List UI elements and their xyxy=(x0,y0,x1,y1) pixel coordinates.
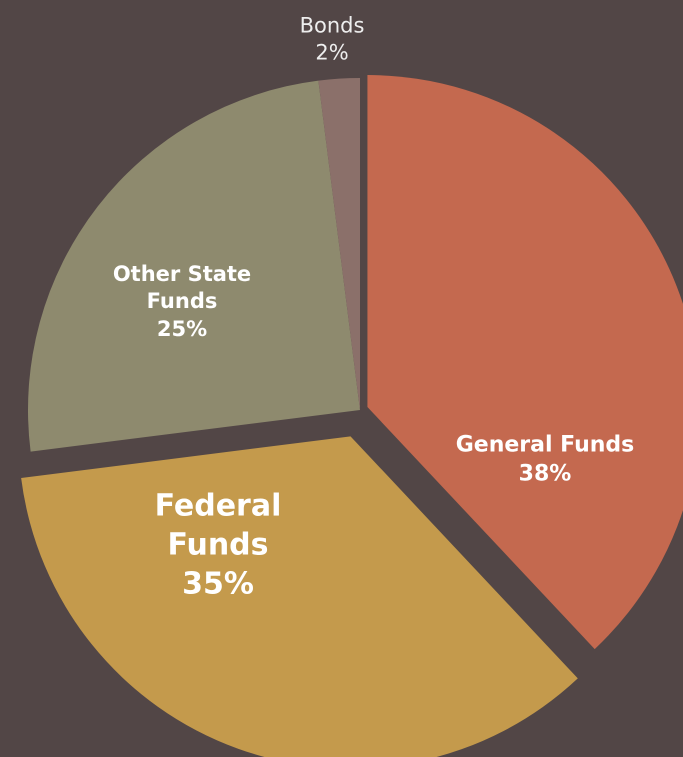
slice-label: Bonds 2% xyxy=(272,13,392,68)
pie-slice xyxy=(367,75,683,650)
pie-slice xyxy=(28,80,361,452)
slice-label: General Funds 38% xyxy=(425,431,665,488)
value-label: 2% xyxy=(315,41,349,65)
value-label: 35% xyxy=(182,566,254,602)
category-label: Federal Funds xyxy=(154,488,282,563)
pie-slice xyxy=(21,436,578,757)
value-label: 38% xyxy=(518,461,572,486)
category-label: General Funds xyxy=(455,432,635,458)
slice-label: Other State Funds 25% xyxy=(92,261,272,343)
category-label: Other State Funds xyxy=(112,262,252,314)
slice-label: Federal Funds 35% xyxy=(143,487,293,604)
pie-slice xyxy=(318,78,360,410)
value-label: 25% xyxy=(156,316,208,341)
category-label: Bonds xyxy=(299,13,365,38)
